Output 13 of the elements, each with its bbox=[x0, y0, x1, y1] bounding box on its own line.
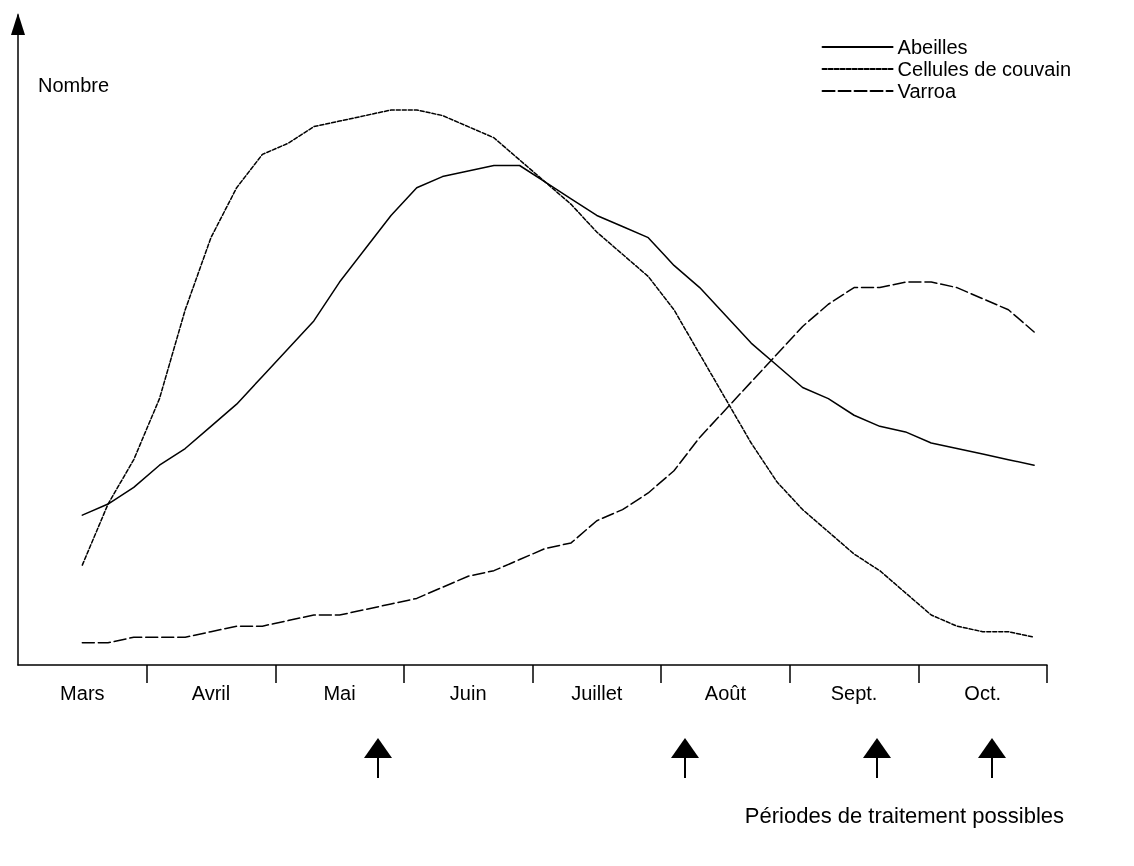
x-tick-label: Avril bbox=[191, 682, 231, 704]
text: Périodes de traitement possibles bbox=[744, 802, 1064, 828]
x-tick-label: Juillet bbox=[571, 682, 623, 704]
y-axis-title: Nombre bbox=[38, 74, 110, 96]
legend-label: Cellules de couvain bbox=[897, 58, 1071, 80]
x-tick-label: Août bbox=[704, 682, 747, 704]
x-tick-label: Sept. bbox=[830, 682, 878, 704]
x-tick-label: Oct. bbox=[964, 682, 1002, 704]
x-tick-label: Juin bbox=[449, 682, 487, 704]
x-tick-label: Mars bbox=[60, 682, 105, 704]
legend-label: Varroa bbox=[897, 80, 957, 102]
x-tick-label: Mai bbox=[323, 682, 356, 704]
legend-label: Abeilles bbox=[897, 36, 968, 58]
